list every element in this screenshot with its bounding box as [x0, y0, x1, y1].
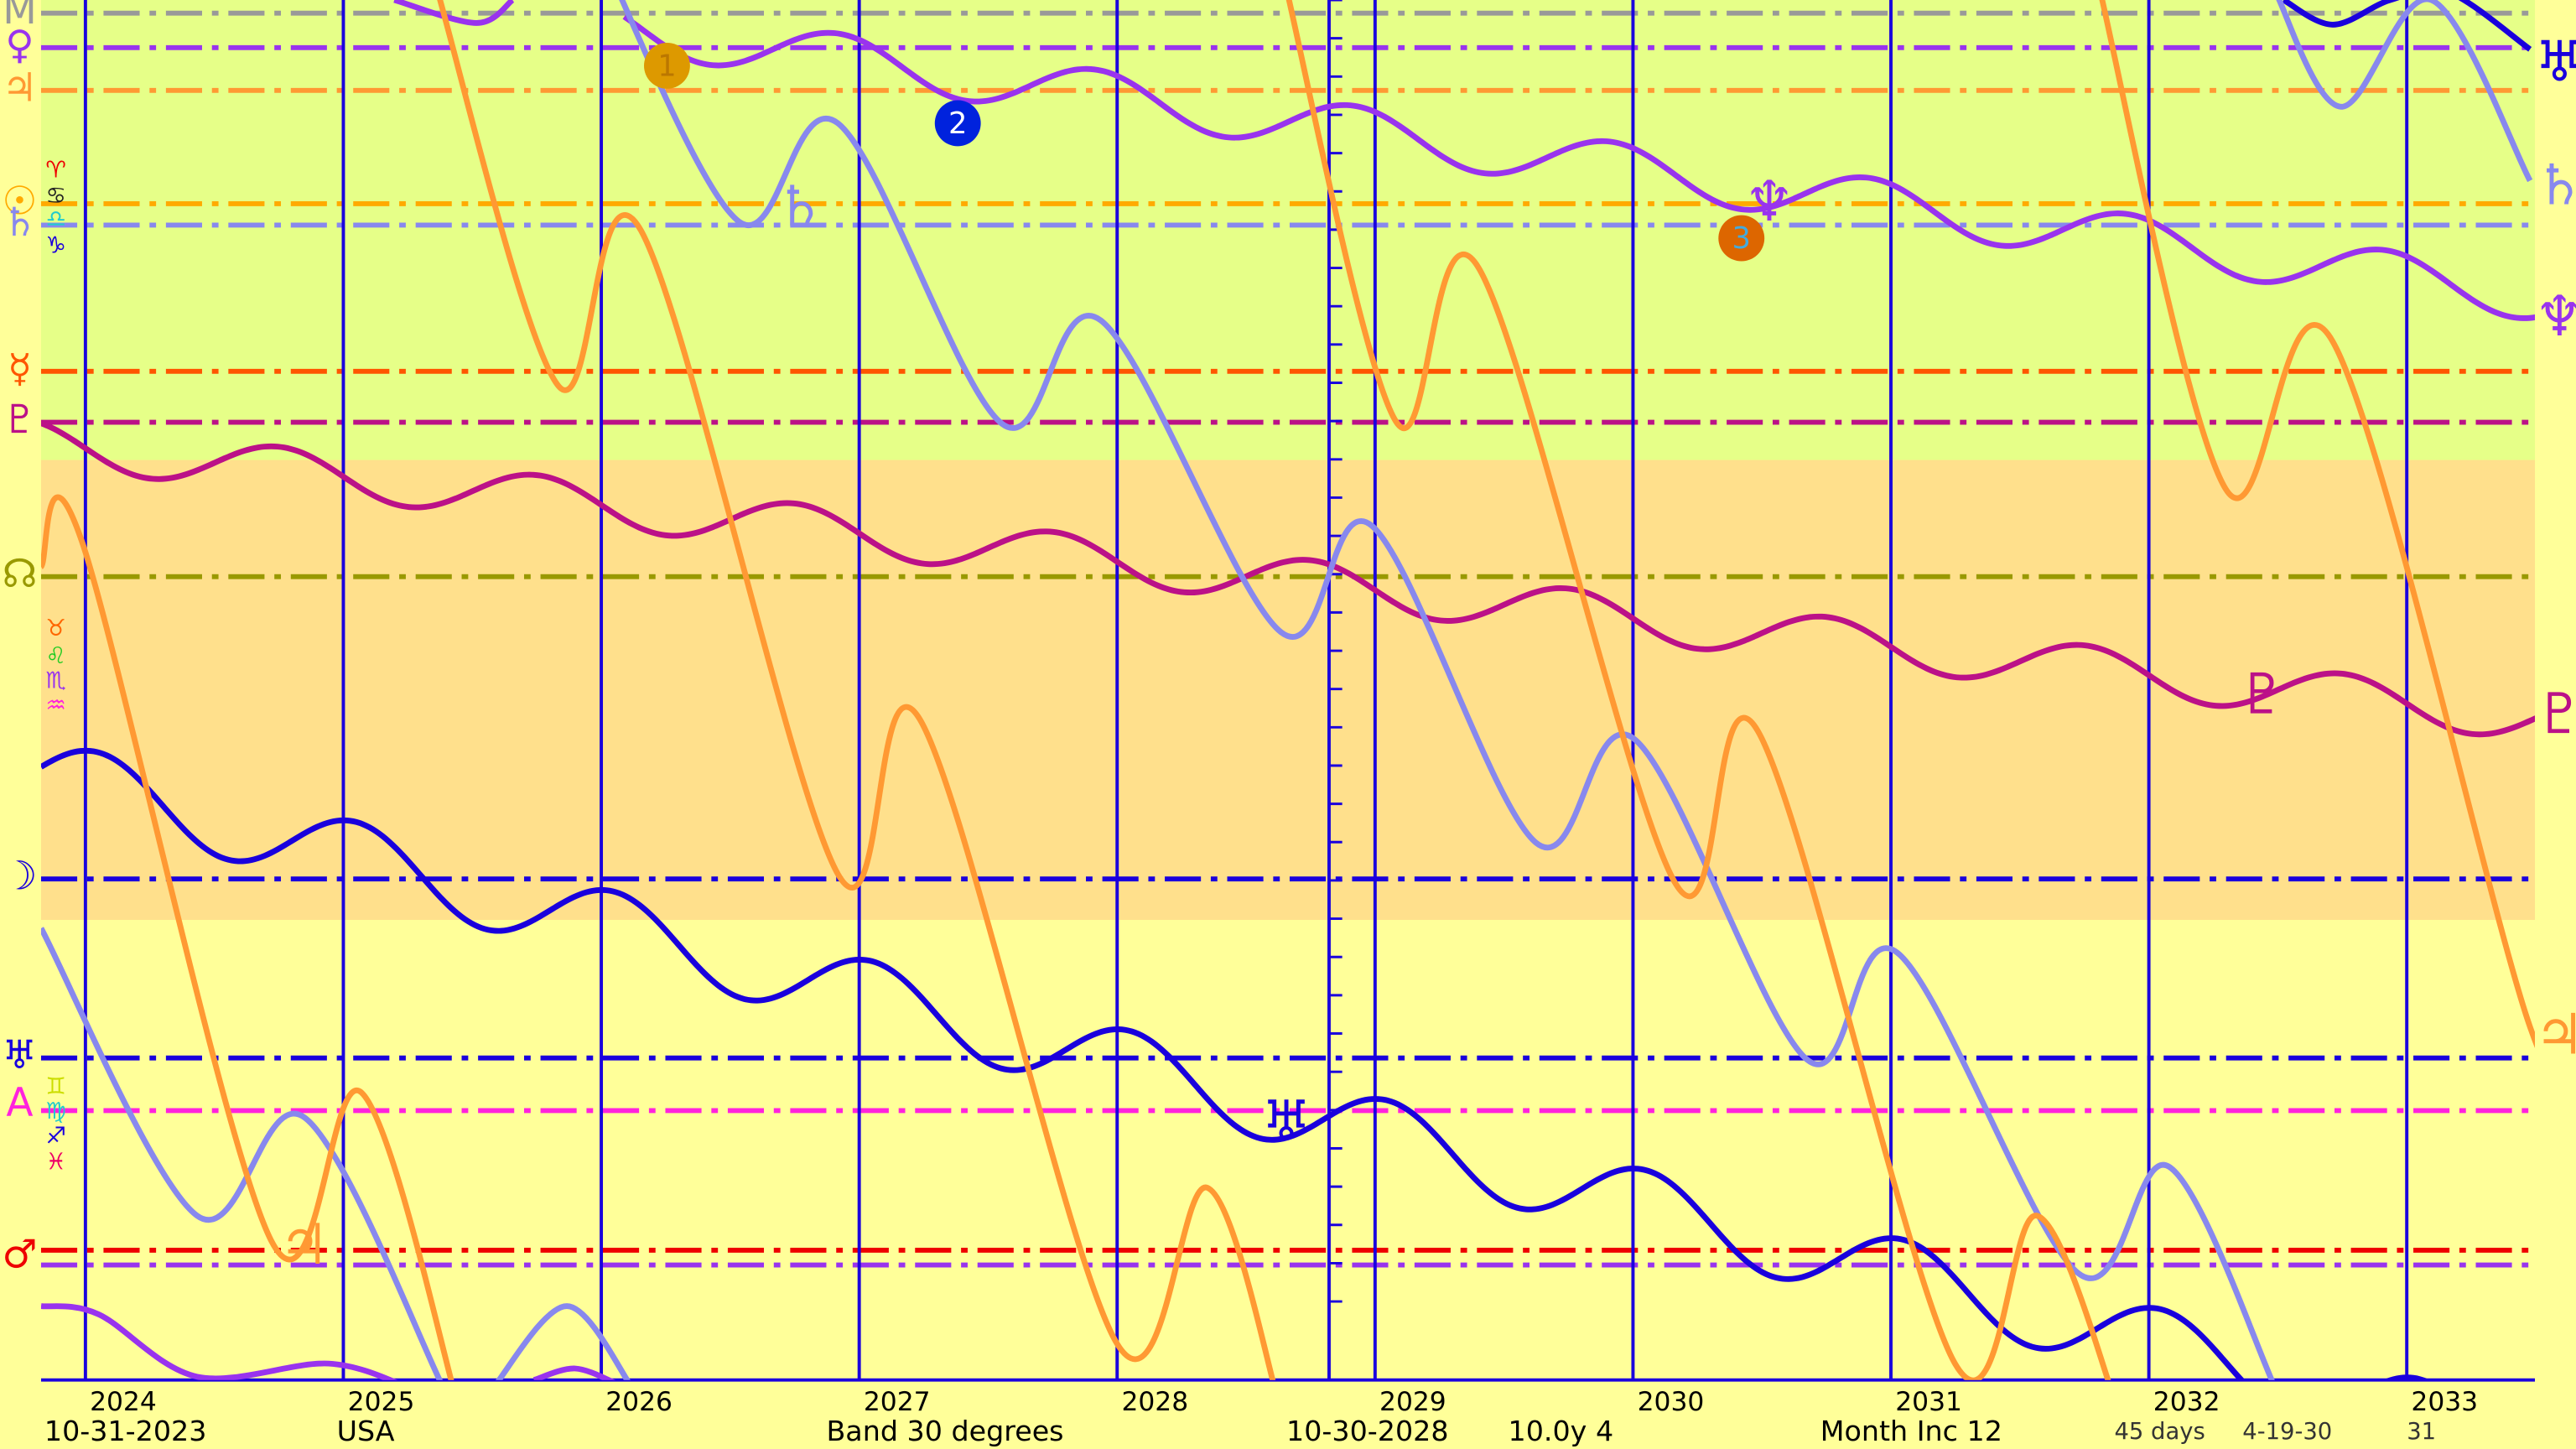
- event-number: 1: [657, 49, 676, 83]
- left-glyph: ♃: [2, 65, 37, 111]
- year-label: 2026: [605, 1387, 673, 1417]
- planet-curve: [622, 14, 2536, 321]
- curves: [40, 0, 2536, 1380]
- left-glyph: ♇: [2, 397, 37, 443]
- footer-label: 4-19-30: [2242, 1419, 2332, 1445]
- sign-glyph: ♎: [45, 206, 66, 232]
- year-label: 2024: [90, 1387, 157, 1417]
- year-label: 2030: [1638, 1387, 1705, 1417]
- event-number: 3: [1732, 221, 1751, 256]
- planet-curve: [393, 0, 515, 26]
- planet-curve: [40, 747, 2431, 1380]
- year-label: 2027: [864, 1387, 931, 1417]
- footer-label: 31: [2407, 1419, 2436, 1445]
- band-air: [40, 920, 2536, 1380]
- year-label: 2029: [1379, 1387, 1446, 1417]
- left-glyph: A: [6, 1080, 33, 1126]
- left-glyph: ☽: [2, 854, 37, 900]
- year-label: 2028: [1121, 1387, 1188, 1417]
- year-label: 2032: [2153, 1387, 2220, 1417]
- planet-curve: [2282, 0, 2532, 52]
- footer-label: 10-31-2023: [44, 1415, 207, 1447]
- sign-glyph: ♊: [45, 1073, 66, 1099]
- planet-curve: [2276, 0, 2533, 183]
- footer-label: Month Inc 12: [1820, 1415, 2002, 1447]
- right-glyph: ♆: [2535, 283, 2576, 349]
- curve-glyph: ♆: [1744, 169, 1794, 234]
- curve-glyph: ♇: [2237, 662, 2288, 727]
- sign-glyph: ♓: [45, 1150, 66, 1176]
- right-glyph: ♇: [2535, 681, 2576, 746]
- sign-glyph: ♍: [45, 1098, 66, 1124]
- sign-glyph: ♌: [45, 643, 66, 669]
- year-label: 2031: [1895, 1387, 1962, 1417]
- left-glyph: M: [3, 0, 37, 34]
- planet-curve: [496, 1303, 631, 1380]
- band-earth: [40, 460, 2536, 921]
- sign-glyph: ♏: [45, 668, 66, 694]
- right-glyph: ♄: [2535, 152, 2576, 217]
- curve-glyph: ♅: [1261, 1088, 1311, 1154]
- footer-label: 45 days: [2114, 1419, 2205, 1445]
- footer-label: 10.0y 4: [1509, 1415, 1614, 1447]
- planet-curve: [532, 1365, 616, 1380]
- sign-glyph: ♋: [45, 184, 66, 210]
- footer-label: 10-30-2028: [1286, 1415, 1449, 1447]
- event-marker: [934, 100, 981, 147]
- sign-glyph: ♑: [45, 232, 66, 258]
- band-fire: [40, 0, 2536, 460]
- planet-curve: [2099, 0, 2536, 1048]
- left-glyph: ☿: [8, 345, 32, 392]
- planet-curve: [40, 1303, 398, 1380]
- planet-curve: [619, 0, 2275, 1380]
- sign-glyph: ♈: [45, 157, 66, 183]
- sign-glyph: ♐: [45, 1123, 66, 1149]
- left-glyph: ♄: [2, 200, 37, 246]
- left-glyph: ♂: [2, 1231, 37, 1277]
- year-label: 2033: [2411, 1387, 2478, 1417]
- curve-glyph: ♃: [279, 1212, 330, 1277]
- event-marker: [644, 42, 690, 89]
- curve-glyph: ♄: [775, 174, 825, 239]
- event-marker: [1718, 215, 1765, 262]
- planet-curve: [40, 927, 443, 1380]
- year-label: 2025: [348, 1387, 415, 1417]
- right-glyph: ♃: [2535, 1001, 2576, 1067]
- left-glyph: ♅: [2, 1032, 37, 1078]
- planet-curve: [1285, 0, 2111, 1380]
- sign-glyph: ♉: [45, 615, 66, 641]
- left-glyph: ♀: [5, 22, 34, 68]
- sign-glyph: ♒: [45, 693, 66, 719]
- footer-label: Band 30 degrees: [826, 1415, 1063, 1447]
- left-glyph: ☉: [2, 178, 37, 224]
- left-glyph: ☊: [3, 551, 38, 597]
- planet-curve: [40, 494, 454, 1380]
- event-number: 2: [948, 106, 967, 141]
- footer-label: USA: [337, 1415, 395, 1447]
- planet-curve: [437, 0, 1276, 1380]
- planet-curve: [40, 420, 2536, 738]
- right-glyph: ♅: [2535, 29, 2576, 94]
